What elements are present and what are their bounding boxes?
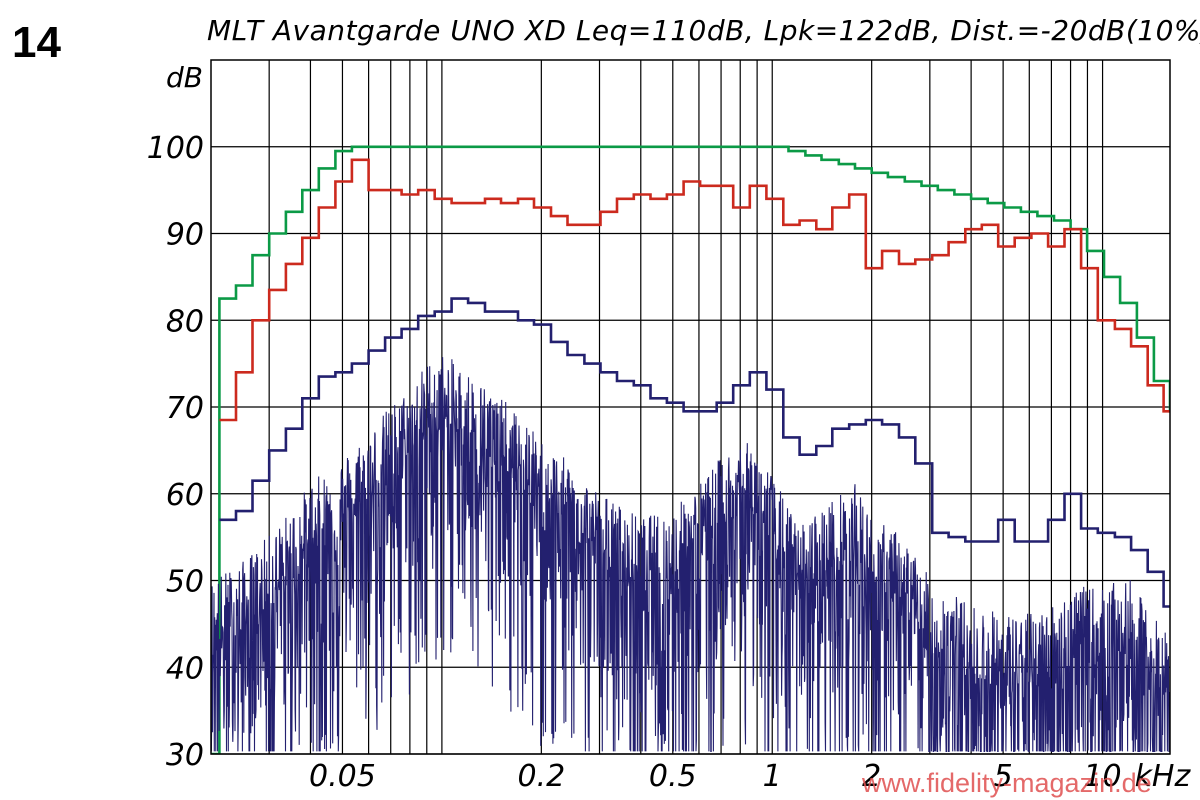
series-line-0 [211, 145, 1170, 754]
plot-series [211, 145, 1170, 754]
series-noise-spectrum [211, 357, 1170, 753]
figure-number: 14 [12, 18, 61, 67]
y-tick-label: 80 [166, 304, 204, 339]
y-tick-label: 30 [166, 738, 204, 773]
y-tick-label: 60 [166, 478, 204, 513]
x-tick-label: 0.2 [517, 759, 565, 794]
y-tick-label: 70 [166, 391, 204, 426]
x-tick-label: 0.5 [649, 759, 697, 794]
y-tick-label: 50 [166, 565, 204, 600]
y-tick-label: 90 [166, 218, 204, 253]
axis-ticks: 30 40 50 60 70 80 90 100 0.05 0.2 0.5 1 2 5 10 [147, 131, 1122, 794]
x-tick-label: 10 [1083, 759, 1121, 794]
plot-frame [210, 59, 1171, 755]
y-axis-label: dB [166, 61, 203, 94]
y-tick-label: 40 [166, 651, 204, 686]
series-line-1 [219, 158, 1170, 582]
watermark: www.fidelity-magazin.de [862, 768, 1152, 798]
x-tick-label: 1 [763, 759, 782, 794]
x-tick-label: 0.05 [309, 759, 376, 794]
series-line-2 [219, 297, 1170, 652]
x-axis-unit-label: kHz [1135, 759, 1192, 794]
y-tick-label: 100 [147, 131, 204, 166]
x-tick-label: 2 [862, 759, 881, 794]
chart-title: MLT Avantgarde UNO XD Leq=110dB, Lpk=122… [207, 14, 1200, 47]
x-tick-label: 5 [994, 759, 1013, 794]
